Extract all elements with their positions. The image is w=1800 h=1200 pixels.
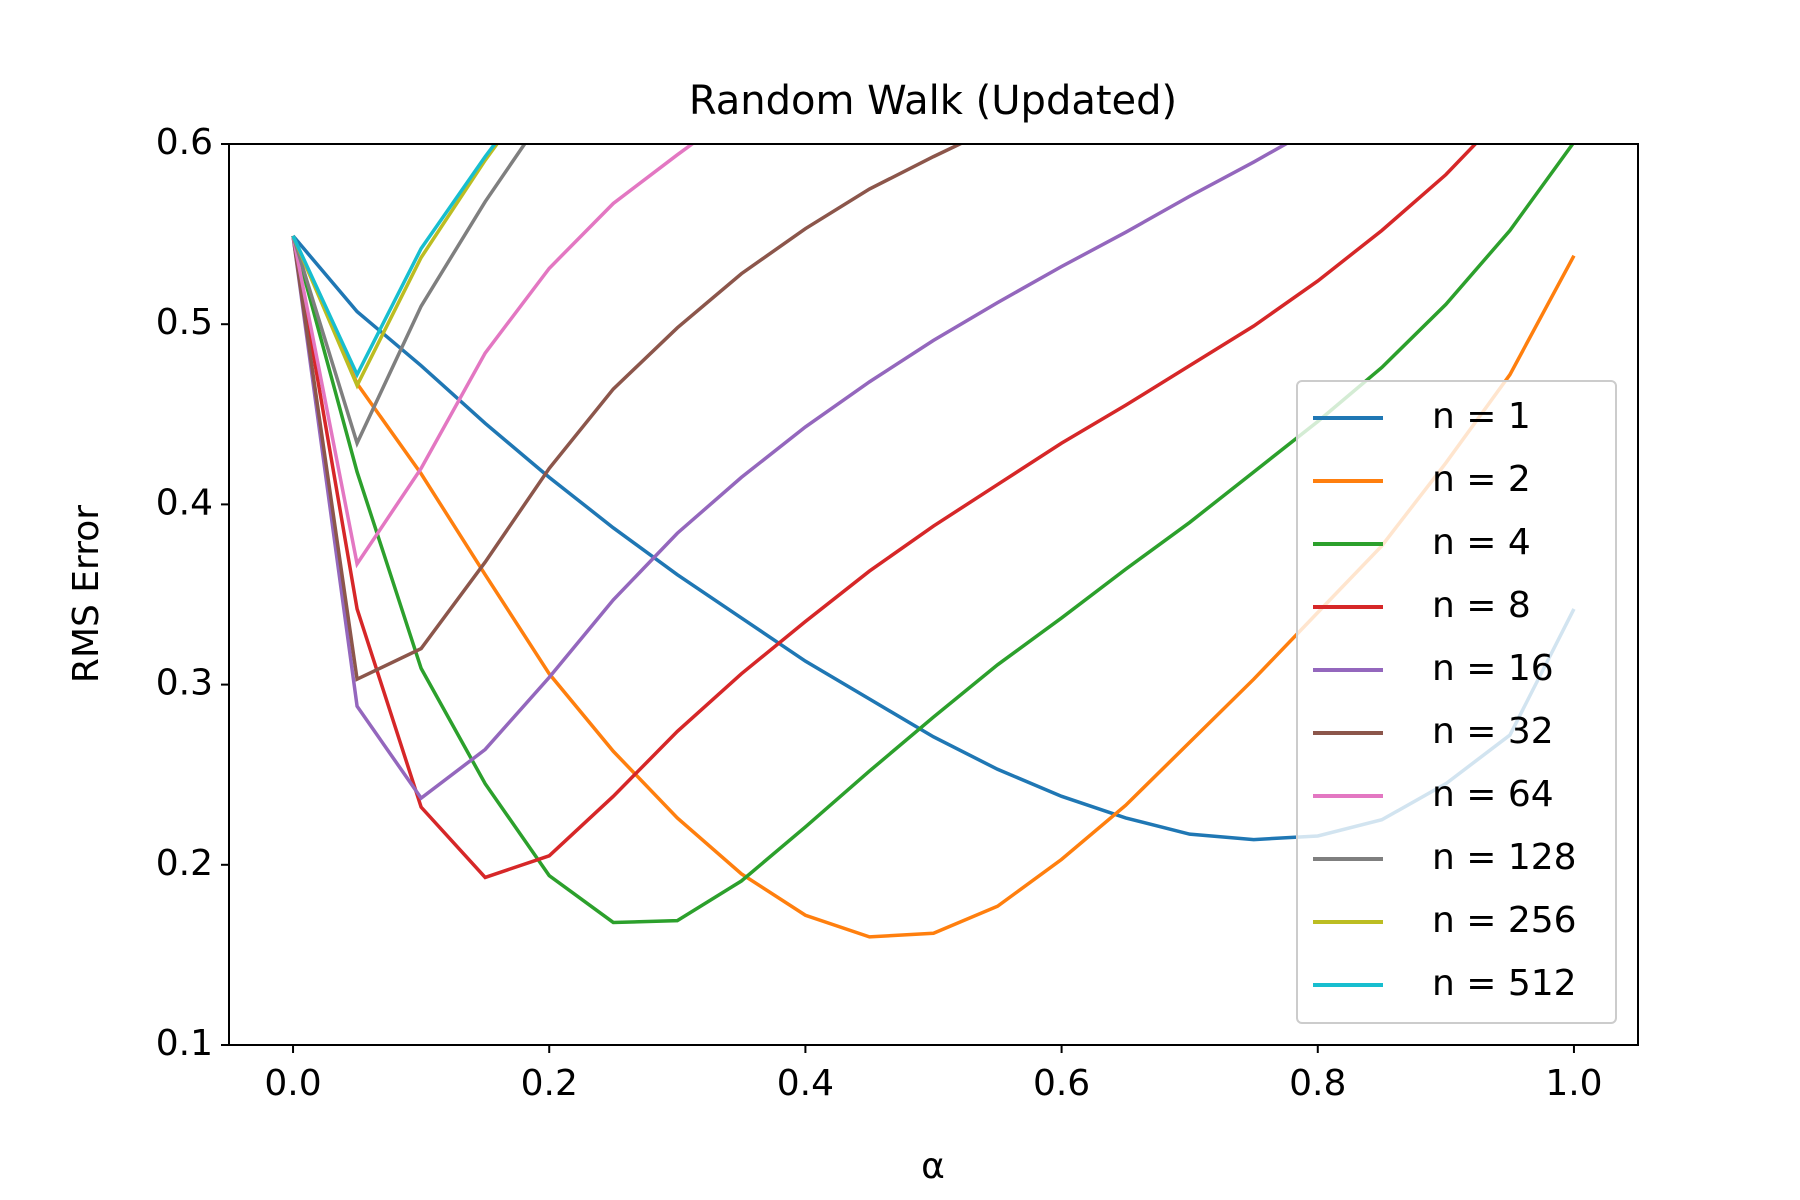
x-tick-label: 1.0 <box>1545 1063 1602 1104</box>
legend-label: n = 256 <box>1432 900 1577 941</box>
series-line <box>291 144 497 379</box>
legend-label: n = 1 <box>1432 396 1531 437</box>
x-tick-label: 0.6 <box>1033 1063 1090 1104</box>
axes-frame <box>228 143 1639 1046</box>
x-axis-label: α <box>921 1146 945 1187</box>
chart-title: Random Walk (Updated) <box>689 78 1177 124</box>
series-line <box>291 144 1478 880</box>
y-axis-label: RMS Error <box>66 505 107 683</box>
legend-label: n = 512 <box>1432 963 1577 1004</box>
legend-box <box>1296 380 1617 1024</box>
series-line <box>291 144 696 569</box>
y-tick-label: 0.4 <box>156 482 213 523</box>
x-tick-label: 0.8 <box>1289 1063 1346 1104</box>
x-tick-label: 0.0 <box>264 1063 321 1104</box>
series-line <box>291 144 500 390</box>
legend-label: n = 4 <box>1432 522 1531 563</box>
x-tick-label: 0.4 <box>777 1063 834 1104</box>
legend-label: n = 16 <box>1432 648 1554 689</box>
y-tick-label: 0.5 <box>156 302 213 343</box>
series-line <box>291 144 527 448</box>
legend-label: n = 128 <box>1432 837 1577 878</box>
y-tick-label: 0.6 <box>156 122 213 163</box>
series-line <box>291 144 1290 801</box>
y-tick-label: 0.1 <box>156 1023 213 1064</box>
y-tick-label: 0.3 <box>156 663 213 704</box>
y-tick-label: 0.2 <box>156 843 213 884</box>
legend-label: n = 64 <box>1432 774 1554 815</box>
legend-label: n = 32 <box>1432 711 1554 752</box>
x-tick-label: 0.2 <box>521 1063 578 1104</box>
legend-label: n = 2 <box>1432 459 1531 500</box>
legend-label: n = 8 <box>1432 585 1531 626</box>
series-line <box>291 144 964 682</box>
